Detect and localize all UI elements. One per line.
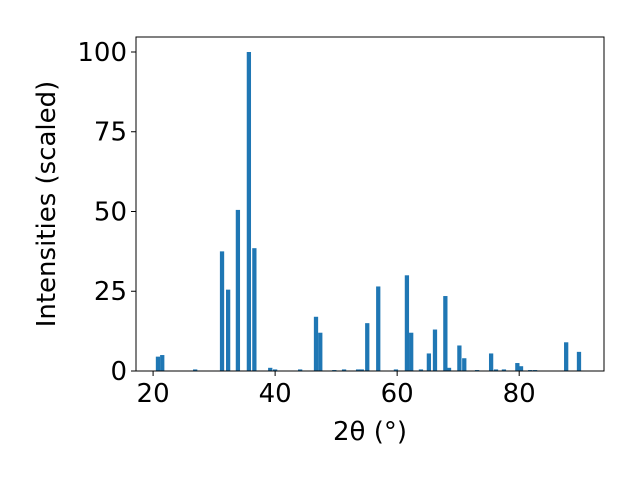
bar <box>564 342 569 371</box>
bar <box>298 369 303 371</box>
bar <box>576 351 582 371</box>
bar <box>443 296 448 371</box>
y-tick-label: 0 <box>110 357 127 387</box>
bar <box>155 356 161 371</box>
bar <box>246 51 252 371</box>
bar <box>341 369 347 371</box>
bar <box>313 316 319 371</box>
bar <box>488 353 494 371</box>
bar <box>318 332 323 371</box>
bar <box>365 323 370 371</box>
bar <box>462 358 467 371</box>
y-tick-label: 25 <box>94 277 127 307</box>
y-tick-label: 75 <box>94 118 127 148</box>
y-tick-label: 100 <box>77 38 127 68</box>
y-tick-label: 50 <box>94 197 127 227</box>
bar <box>376 286 381 371</box>
bar <box>359 369 364 371</box>
plot-frame <box>135 36 605 372</box>
bar <box>426 353 432 371</box>
bar <box>457 345 462 371</box>
bar <box>393 369 399 371</box>
bar <box>252 248 257 371</box>
bar <box>160 355 165 371</box>
bar <box>235 209 241 371</box>
x-axis-label: 2θ (°) <box>333 417 407 447</box>
x-tick-label: 60 <box>381 379 414 409</box>
x-tick-label: 20 <box>137 379 170 409</box>
bar <box>226 289 231 371</box>
bar <box>432 329 438 371</box>
bar <box>493 369 499 371</box>
bar <box>409 332 414 371</box>
bar <box>418 369 424 371</box>
x-tick-label: 80 <box>503 379 536 409</box>
bar <box>272 369 278 371</box>
x-tick-label: 40 <box>259 379 292 409</box>
y-axis-label: Intensities (scaled) <box>32 81 62 328</box>
bar <box>193 369 198 371</box>
bar <box>355 369 361 371</box>
bar <box>219 251 225 371</box>
bar <box>268 367 273 371</box>
bar <box>515 363 520 371</box>
bar <box>446 367 452 371</box>
bar <box>404 275 410 371</box>
bar <box>501 369 507 371</box>
bar <box>518 366 524 371</box>
